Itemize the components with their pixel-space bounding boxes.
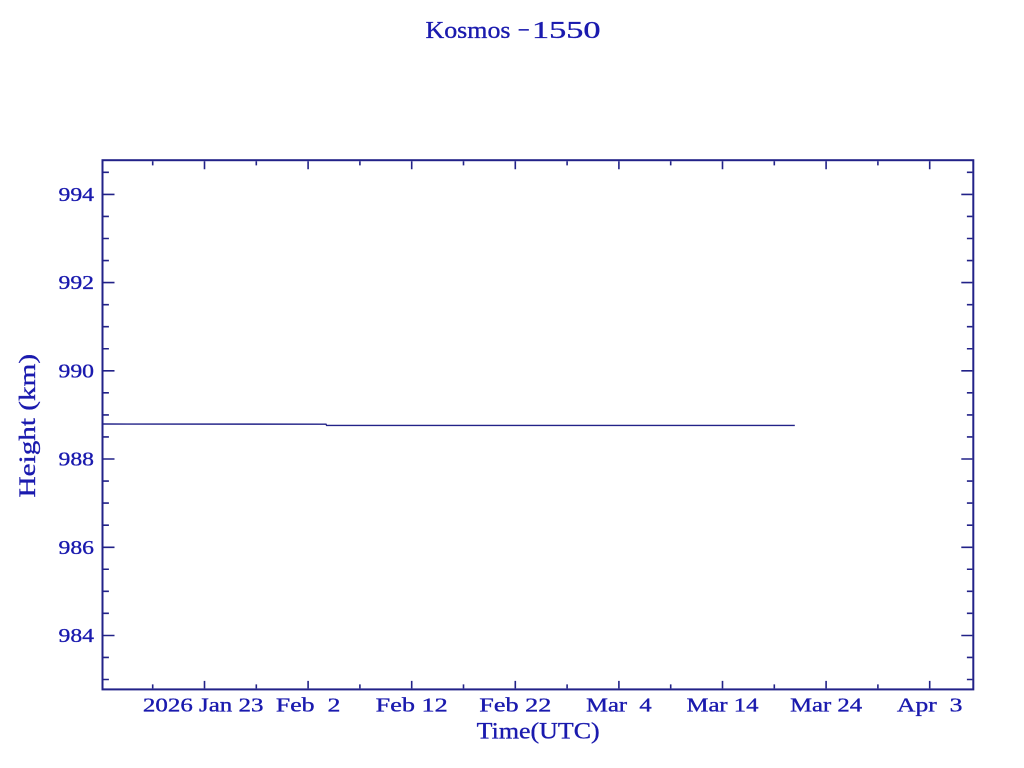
- svg-text:Mar 24: Mar 24: [790, 695, 862, 717]
- svg-text:Kosmos: Kosmos: [426, 17, 511, 44]
- svg-text:Time(UTC): Time(UTC): [477, 719, 600, 745]
- svg-text:994: 994: [59, 184, 95, 206]
- svg-text:Apr 3: Apr 3: [897, 695, 963, 717]
- svg-text:1550: 1550: [532, 17, 601, 44]
- svg-text:Feb 2: Feb 2: [276, 695, 341, 717]
- svg-text:Feb 22: Feb 22: [479, 695, 551, 717]
- svg-text:−: −: [518, 17, 530, 44]
- svg-text:990: 990: [59, 360, 95, 382]
- svg-text:Feb 12: Feb 12: [376, 695, 448, 717]
- svg-text:984: 984: [59, 625, 95, 647]
- svg-text:Mar 4: Mar 4: [586, 695, 652, 717]
- svg-text:992: 992: [59, 272, 95, 294]
- svg-text:2026 Jan 23: 2026 Jan 23: [143, 695, 264, 717]
- svg-text:988: 988: [59, 449, 95, 471]
- svg-text:Height (km): Height (km): [15, 354, 41, 498]
- svg-text:986: 986: [59, 537, 95, 559]
- svg-text:Mar 14: Mar 14: [687, 695, 759, 717]
